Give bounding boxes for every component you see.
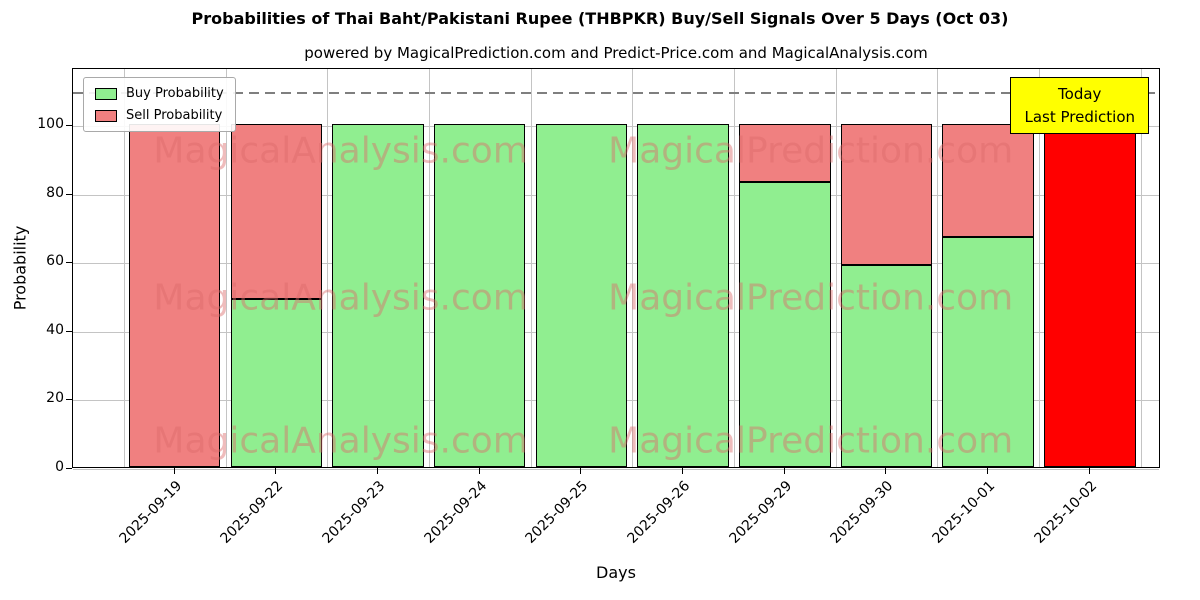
x-tick-mark	[682, 468, 684, 474]
x-tick-mark	[377, 468, 379, 474]
v-gridline	[1140, 69, 1142, 467]
v-gridline	[1038, 69, 1040, 467]
bar-segment	[332, 123, 424, 467]
today-annotation: Today Last Prediction	[1010, 77, 1149, 134]
v-gridline	[225, 69, 227, 467]
y-tick-mark	[66, 262, 72, 264]
y-tick-mark	[66, 330, 72, 332]
v-gridline	[428, 69, 430, 467]
v-gridline	[733, 69, 735, 467]
x-tick-mark	[783, 468, 785, 474]
bars-layer	[73, 69, 1159, 467]
y-tick-mark	[66, 193, 72, 195]
bar-segment	[535, 123, 628, 467]
legend: Buy Probability Sell Probability	[83, 77, 236, 132]
plot-area: MagicalAnalysis.com MagicalPrediction.com…	[72, 68, 1160, 470]
y-tick-mark	[66, 124, 72, 126]
bar-segment	[840, 123, 933, 265]
x-tick-mark	[885, 468, 887, 474]
legend-item-buy: Buy Probability	[95, 86, 224, 101]
v-gridline	[835, 69, 837, 467]
x-tick-mark	[1088, 468, 1090, 474]
bar-segment	[840, 264, 933, 467]
legend-item-sell: Sell Probability	[95, 108, 224, 123]
x-tick-mark	[478, 468, 480, 474]
x-tick-mark	[275, 468, 277, 474]
bar-segment	[433, 123, 526, 467]
bar-segment	[230, 123, 323, 299]
legend-label-sell: Sell Probability	[126, 108, 223, 123]
v-gridline	[327, 69, 329, 467]
bar-segment	[230, 298, 323, 467]
v-gridline	[937, 69, 939, 467]
bar-segment	[942, 237, 1034, 467]
x-tick-mark	[987, 468, 989, 474]
buy-swatch	[95, 87, 117, 100]
x-tick-mark	[173, 468, 175, 474]
sell-swatch	[95, 109, 117, 122]
today-bar	[1044, 123, 1136, 467]
y-tick-label: 80	[46, 184, 64, 201]
y-tick-label: 0	[55, 459, 64, 475]
v-gridline	[632, 69, 634, 467]
y-tick-mark	[66, 399, 72, 401]
bar-segment	[128, 123, 221, 467]
legend-label-buy: Buy Probability	[126, 86, 224, 101]
bar-segment	[637, 123, 729, 467]
y-tick-label: 100	[37, 115, 64, 132]
y-tick-mark	[66, 468, 72, 469]
bar-segment	[942, 123, 1034, 238]
x-axis-label: Days	[596, 563, 636, 582]
annotation-line-1: Today	[1058, 85, 1102, 103]
x-tick-mark	[580, 468, 582, 474]
bar-segment	[739, 182, 831, 467]
y-tick-label: 40	[46, 321, 64, 338]
annotation-line-2: Last Prediction	[1024, 107, 1135, 126]
v-gridline	[123, 69, 125, 467]
bar-segment	[739, 123, 831, 183]
chart-subtitle: powered by MagicalPrediction.com and Pre…	[304, 44, 928, 62]
h-gridline	[73, 469, 1159, 470]
y-tick-label: 60	[46, 253, 64, 270]
y-tick-label: 20	[46, 390, 64, 407]
threshold-line	[73, 91, 1159, 94]
v-gridline	[530, 69, 532, 467]
chart-title: Probabilities of Thai Baht/Pakistani Rup…	[191, 9, 1009, 28]
